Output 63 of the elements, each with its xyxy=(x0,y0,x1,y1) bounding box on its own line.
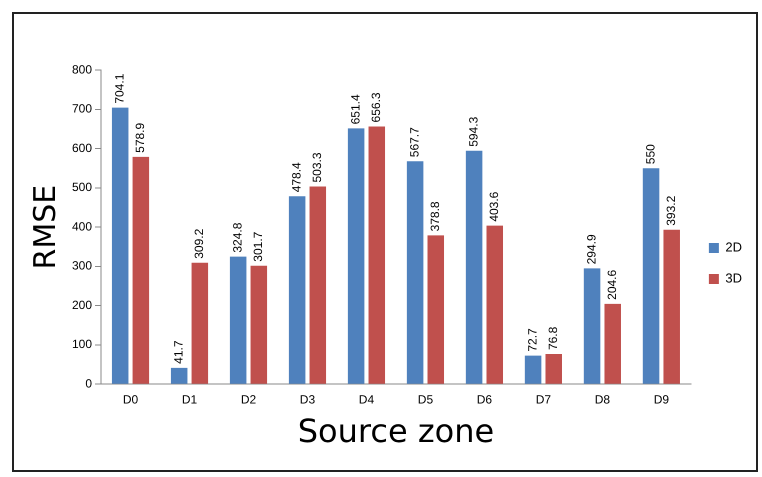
data-label: 393.2 xyxy=(664,195,678,226)
data-label: 567.7 xyxy=(407,126,422,158)
data-label: 478.4 xyxy=(289,162,304,192)
data-label: 76.8 xyxy=(546,326,560,350)
bar xyxy=(642,168,660,384)
y-tick-label: 400 xyxy=(72,219,92,234)
data-label: 378.8 xyxy=(428,201,442,232)
data-label: 503.3 xyxy=(310,152,324,183)
bar xyxy=(250,266,268,384)
bar xyxy=(170,368,188,384)
x-tick-label: D8 xyxy=(594,392,610,407)
bar xyxy=(368,126,386,384)
data-label: 704.1 xyxy=(112,73,127,104)
y-tick-label: 700 xyxy=(72,102,92,116)
data-label: 324.8 xyxy=(230,222,244,253)
x-tick-label: D1 xyxy=(182,392,198,407)
x-tick-label: D0 xyxy=(122,392,139,407)
bar xyxy=(663,230,680,384)
y-tick-label: 800 xyxy=(72,62,92,76)
data-label: 403.6 xyxy=(487,191,502,222)
bar xyxy=(486,226,504,384)
bar xyxy=(584,268,600,384)
y-tick-label: 200 xyxy=(72,298,92,312)
bar xyxy=(288,196,306,384)
x-tick-label: D9 xyxy=(654,392,670,407)
y-axis-title: RMSE xyxy=(28,184,63,270)
data-label: 651.4 xyxy=(348,94,362,124)
bar xyxy=(524,356,542,384)
bar xyxy=(428,235,444,384)
data-label: 41.7 xyxy=(171,340,186,364)
x-tick-label: D2 xyxy=(240,392,256,407)
bar xyxy=(310,186,326,384)
x-tick-label: D7 xyxy=(536,392,552,407)
y-tick-label: 300 xyxy=(72,258,92,273)
data-label: 301.7 xyxy=(251,231,266,262)
bar xyxy=(466,150,482,384)
data-label: 309.2 xyxy=(192,228,206,259)
bar xyxy=(406,161,424,384)
data-label: 294.9 xyxy=(584,234,598,264)
bar xyxy=(192,262,208,384)
x-tick-label: D6 xyxy=(476,392,492,407)
data-label: 204.6 xyxy=(605,269,620,300)
bar xyxy=(112,108,128,384)
y-tick-label: 0 xyxy=(85,376,92,391)
bar xyxy=(230,256,246,384)
data-label: 72.7 xyxy=(525,328,540,352)
bar xyxy=(132,156,150,384)
data-label: 656.3 xyxy=(369,92,384,122)
y-tick-label: 500 xyxy=(72,180,92,194)
legend-label: 2D xyxy=(725,240,742,255)
bar xyxy=(604,304,621,384)
x-axis-title: Source zone xyxy=(298,412,494,450)
data-label: 578.9 xyxy=(133,122,148,153)
bar xyxy=(545,354,562,384)
data-label: 550 xyxy=(643,144,658,164)
x-tick-label: D4 xyxy=(358,392,374,407)
bar xyxy=(348,128,364,384)
y-tick-label: 100 xyxy=(72,337,92,352)
x-tick-label: D3 xyxy=(300,392,316,407)
y-tick-label: 600 xyxy=(72,140,92,155)
x-tick-label: D5 xyxy=(418,392,434,407)
data-label: 594.3 xyxy=(466,116,480,147)
legend-label: 3D xyxy=(725,270,742,286)
